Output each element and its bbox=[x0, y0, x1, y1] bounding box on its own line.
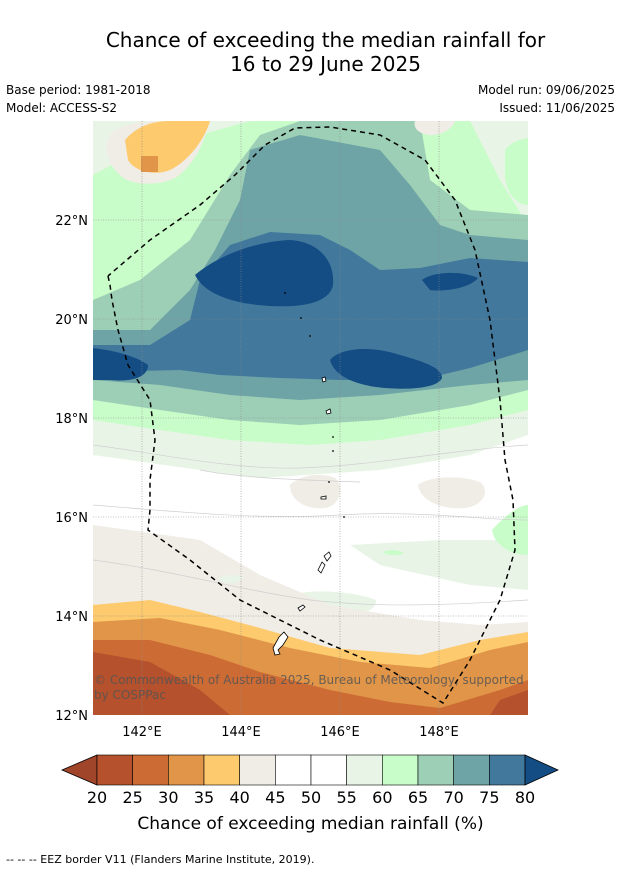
colorbar-tick-label: 70 bbox=[443, 788, 463, 807]
tinian-island bbox=[317, 561, 326, 574]
colorbar-label: Chance of exceeding median rainfall (%) bbox=[137, 814, 484, 834]
colorbar-swatch bbox=[239, 754, 276, 786]
colorbar-tick-label: 35 bbox=[194, 788, 214, 807]
colorbar bbox=[60, 754, 559, 786]
colorbar-ticks: 20 25 30 35 40 45 50 55 60 65 70 75 80 bbox=[87, 788, 535, 807]
colorbar-tick-label: 25 bbox=[122, 788, 142, 807]
eez-border bbox=[107, 126, 516, 705]
lon-tick-148e: 148°E bbox=[419, 725, 459, 740]
colorbar-swatch bbox=[203, 754, 240, 786]
meta-right: Model run: 09/06/2025 Issued: 11/06/2025 bbox=[478, 81, 615, 117]
lat-tick-16n: 16°N bbox=[55, 511, 88, 526]
colorbar-extend-low bbox=[60, 754, 98, 786]
saipan-island bbox=[323, 551, 332, 562]
colorbar-tick-label: 50 bbox=[301, 788, 321, 807]
lat-tick-18n: 18°N bbox=[55, 412, 88, 427]
colorbar-swatch bbox=[132, 754, 169, 786]
island-outlines bbox=[272, 376, 332, 656]
colorbar-tick-label: 30 bbox=[158, 788, 178, 807]
model-run-text: Model run: 09/06/2025 bbox=[477, 83, 615, 97]
eez-legend-note: -- -- -- EEZ border V11 (Flanders Marine… bbox=[6, 853, 315, 866]
colorbar-tick-label: 20 bbox=[87, 788, 107, 807]
colorbar-swatch bbox=[453, 754, 490, 786]
title-line-2: 16 to 29 June 2025 bbox=[230, 52, 421, 76]
issued-text: Issued: 11/06/2025 bbox=[499, 101, 615, 115]
colorbar-tick-label: 55 bbox=[336, 788, 356, 807]
colorbar-swatch bbox=[346, 754, 383, 786]
colorbar-tick-label: 60 bbox=[372, 788, 392, 807]
model-text: Model: ACCESS-S2 bbox=[6, 101, 118, 115]
lon-tick-146e: 146°E bbox=[320, 725, 360, 740]
colorbar-swatch bbox=[489, 754, 526, 786]
longitude-ticks: 142°E 144°E 146°E 148°E bbox=[122, 725, 459, 740]
colorbar-swatch bbox=[96, 754, 133, 786]
lat-tick-12n: 12°N bbox=[55, 709, 88, 724]
colorbar-swatch bbox=[168, 754, 205, 786]
copyright-line-1: © Commonwealth of Australia 2025, Bureau… bbox=[94, 673, 524, 687]
colorbar-tick-label: 45 bbox=[265, 788, 285, 807]
colorbar-swatch bbox=[275, 754, 312, 786]
meta-left: Base period: 1981-2018 Model: ACCESS-S2 bbox=[6, 81, 151, 117]
graticule bbox=[93, 121, 528, 715]
lon-tick-142e: 142°E bbox=[122, 725, 162, 740]
colorbar-extend-high bbox=[524, 754, 559, 786]
lat-tick-22n: 22°N bbox=[55, 214, 88, 229]
lat-tick-20n: 20°N bbox=[55, 313, 88, 328]
colorbar-swatch bbox=[310, 754, 347, 786]
colorbar-swatch bbox=[382, 754, 419, 786]
colorbar-tick-label: 80 bbox=[515, 788, 535, 807]
rota-island bbox=[297, 604, 306, 612]
guam-island bbox=[272, 631, 289, 656]
colorbar-tick-label: 75 bbox=[479, 788, 499, 807]
lat-tick-14n: 14°N bbox=[55, 610, 88, 625]
title-line-1: Chance of exceeding the median rainfall … bbox=[105, 28, 546, 52]
colorbar-tick-label: 65 bbox=[408, 788, 428, 807]
colorbar-tick-label: 40 bbox=[229, 788, 249, 807]
base-period-text: Base period: 1981-2018 bbox=[6, 83, 151, 97]
lon-tick-144e: 144°E bbox=[221, 725, 261, 740]
copyright-line-2: by COSPPac bbox=[94, 688, 166, 702]
latitude-ticks: 22°N 20°N 18°N 16°N 14°N 12°N bbox=[55, 214, 88, 724]
colorbar-swatch bbox=[417, 754, 454, 786]
map-title: Chance of exceeding the median rainfall … bbox=[0, 28, 621, 76]
